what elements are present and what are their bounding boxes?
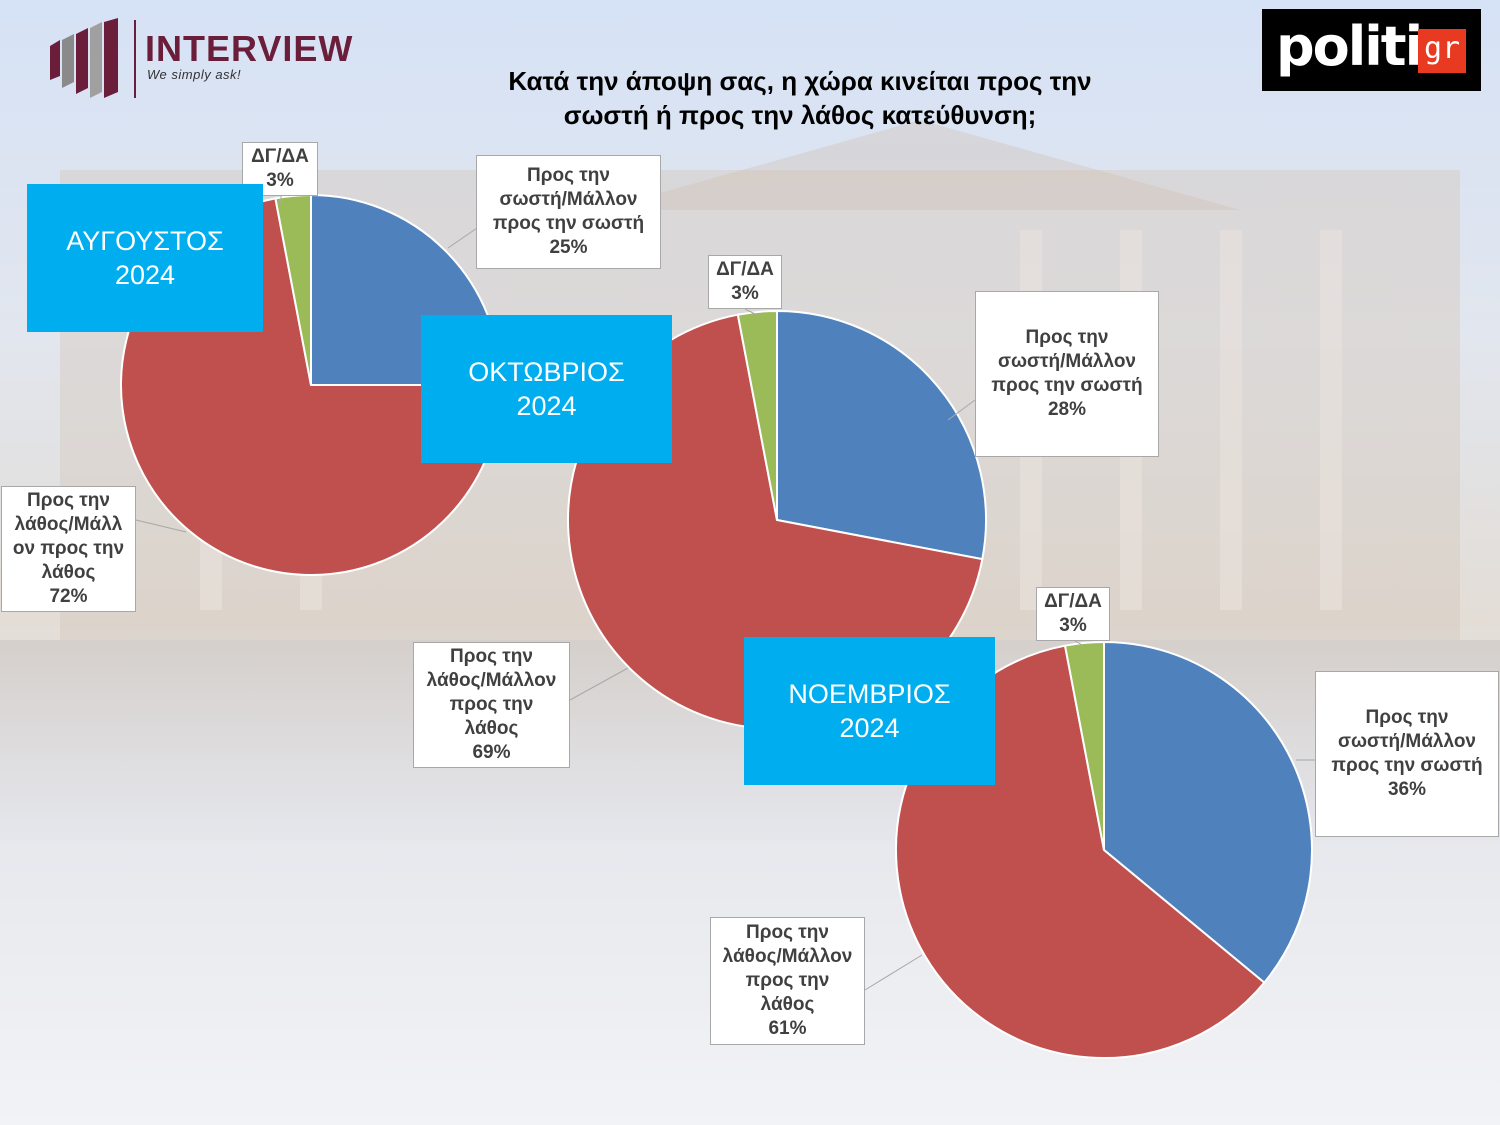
data-label-value: 3% — [1059, 615, 1087, 636]
leader-line-dont-know — [1074, 640, 1085, 647]
data-label-text: σωστή/Μάλλον — [1338, 731, 1476, 752]
data-label-wrong-direction: Προς την λάθος/Μάλλον προς την λάθος 61% — [710, 917, 865, 1045]
data-label-text: προς την σωστή — [492, 213, 645, 234]
month-year: 2024 — [839, 713, 900, 743]
politic-logo: politic gr — [1262, 9, 1481, 91]
title-line-2: σωστή ή προς την λάθος κατεύθυνση; — [563, 100, 1037, 130]
data-label-text: Προς την — [527, 165, 610, 186]
title-line-1: Κατά την άποψη σας, η χώρα κινείται προς… — [508, 66, 1092, 96]
data-label-dont-know: ΔΓ/ΔΑ 3% — [1036, 587, 1110, 641]
interview-logo-tagline: We simply ask! — [147, 67, 242, 82]
month-name: ΑΥΓΟΥΣΤΟΣ — [66, 226, 224, 256]
data-label-right-direction: Προς την σωστή/Μάλλον προς την σωστή 36% — [1315, 671, 1499, 837]
data-label-text: λάθος — [464, 718, 519, 739]
interview-logo-name: INTERVIEW — [145, 28, 354, 69]
month-year: 2024 — [516, 391, 577, 421]
data-label-text: Προς την — [27, 490, 110, 511]
data-label-value: 72% — [49, 586, 88, 607]
leader-line-wrong-direction — [864, 954, 923, 991]
data-label-text: ον προς την — [12, 538, 125, 559]
bars-logo-icon — [50, 18, 118, 98]
data-label-text: Προς την — [1365, 707, 1449, 728]
data-label-text: ΔΓ/ΔΑ — [716, 259, 774, 280]
data-label-text: Προς την — [1025, 327, 1109, 348]
data-label-right-direction: Προς την σωστή/Μάλλον προς την σωστή 25% — [476, 155, 661, 269]
data-label-value: 69% — [472, 742, 511, 763]
data-label-text: σωστή/Μάλλον — [499, 189, 638, 210]
interview-logo: INTERVIEW We simply ask! — [48, 18, 378, 102]
data-label-value: 3% — [266, 170, 294, 191]
pie-slice-right-direction — [776, 309, 987, 561]
data-label-text: Προς την — [746, 922, 829, 943]
leader-line-right-direction — [947, 399, 976, 421]
leader-line-wrong-direction — [569, 667, 629, 701]
data-label-text: ΔΓ/ΔΑ — [1044, 591, 1102, 612]
data-label-text: λάθος — [760, 994, 815, 1015]
data-label-text: σωστή/Μάλλον — [998, 351, 1136, 372]
month-label-box: ΝΟΕΜΒΡΙΟΣ 2024 — [744, 637, 995, 785]
leader-line-wrong-direction — [135, 519, 187, 533]
month-name: ΝΟΕΜΒΡΙΟΣ — [788, 679, 951, 709]
month-label-box: ΑΥΓΟΥΣΤΟΣ 2024 — [27, 184, 263, 332]
data-label-text: Προς την — [450, 646, 533, 667]
data-label-dont-know: ΔΓ/ΔΑ 3% — [708, 255, 782, 309]
pie-slice-dont-know — [1063, 640, 1105, 851]
leader-line-dont-know — [744, 308, 758, 316]
data-label-value: 3% — [731, 283, 759, 304]
data-label-text: λάθος — [41, 562, 96, 583]
data-label-value: 36% — [1387, 779, 1427, 800]
politic-logo-suffix: gr — [1418, 29, 1466, 73]
data-label-value: 25% — [549, 237, 588, 258]
data-label-text: λάθος/Μάλλ — [14, 514, 123, 535]
page-title: Κατά την άποψη σας, η χώρα κινείται προς… — [400, 64, 1200, 132]
pie-slice-dont-know — [736, 309, 778, 521]
month-label-box: ΟΚΤΩΒΡΙΟΣ 2024 — [421, 315, 672, 463]
data-label-right-direction: Προς την σωστή/Μάλλον προς την σωστή 28% — [975, 291, 1159, 457]
data-label-value: 28% — [1047, 399, 1087, 420]
month-year: 2024 — [114, 260, 176, 290]
data-label-text: λάθος/Μάλλον — [722, 946, 853, 967]
data-label-text: ΔΓ/ΔΑ — [251, 146, 309, 167]
month-name: ΟΚΤΩΒΡΙΟΣ — [468, 357, 625, 387]
data-label-text: προς την — [745, 970, 830, 991]
data-label-text: προς την σωστή — [1331, 755, 1483, 776]
data-label-wrong-direction: Προς την λάθος/Μάλλ ον προς την λάθος 72% — [1, 486, 136, 612]
data-label-text: προς την — [449, 694, 534, 715]
leader-line-right-direction — [447, 225, 481, 249]
pie-slice-right-direction — [1103, 640, 1313, 984]
data-label-wrong-direction: Προς την λάθος/Μάλλον προς την λάθος 69% — [413, 642, 570, 768]
data-label-text: λάθος/Μάλλον — [426, 670, 557, 691]
data-label-value: 61% — [768, 1018, 807, 1039]
data-label-text: προς την σωστή — [991, 375, 1143, 396]
